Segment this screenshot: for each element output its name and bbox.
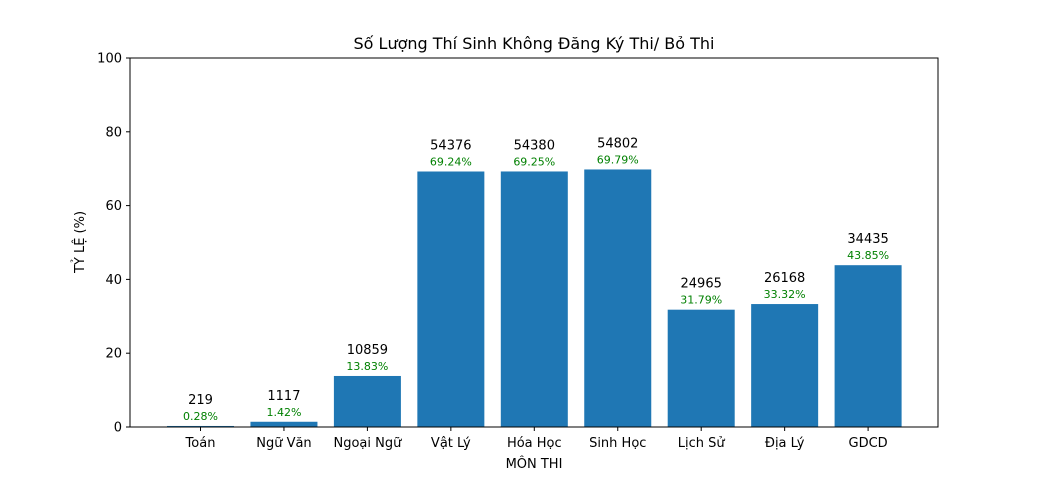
chart-title: Số Lượng Thí Sinh Không Đăng Ký Thi/ Bỏ … [354,34,715,53]
count-label: 54376 [430,139,471,154]
count-label: 24965 [681,277,722,292]
bar-labels-group: 0.28% 219 1.42% 1117 13.83% 10859 69.24% 54376 6… [183,136,889,423]
x-tick-label: Ngoại Ngữ [333,436,402,451]
count-label: 10859 [347,343,388,358]
x-tick-label: Vật Lý [431,436,471,451]
bar-5 [500,171,568,427]
percent-label: 13.83% [346,360,388,373]
bar-8 [751,304,819,427]
count-label: 1117 [267,389,300,404]
bar-2 [250,421,318,427]
bar-3 [333,375,401,427]
x-tick-label: Địa Lý [765,436,805,451]
percent-label: 69.79% [597,153,639,166]
percent-label: 43.85% [847,249,889,262]
x-axis: Toán Ngữ Văn Ngoại Ngữ Vật Lý Hóa Học Sinh Họ… [185,427,888,451]
count-label: 34435 [847,232,888,247]
y-tick-label: 80 [105,125,122,140]
y-axis-label: TỶ LỆ (%) [71,211,88,274]
x-tick-label: Toán [185,436,216,451]
count-label: 54802 [597,136,638,151]
x-tick-label: Ngữ Văn [256,436,311,451]
y-tick-label: 100 [97,52,122,67]
percent-label: 33.32% [764,288,806,301]
percent-label: 69.25% [513,155,555,168]
count-label: 219 [188,393,213,408]
percent-label: 31.79% [680,294,722,307]
x-tick-label: Sinh Học [589,436,646,451]
bar-1 [167,425,234,427]
count-label: 26168 [764,271,805,286]
bars-group [167,169,902,427]
count-label: 54380 [514,138,555,153]
bar-4 [417,171,485,427]
x-axis-label: MÔN THI [506,456,563,472]
y-tick-label: 20 [105,347,122,362]
bar-9 [834,265,902,427]
bar-7 [667,309,735,427]
y-tick-label: 0 [114,421,122,436]
percent-label: 0.28% [183,410,218,423]
y-axis: 0 20 40 60 80 100 [97,52,130,436]
y-tick-label: 40 [105,273,122,288]
x-tick-label: GDCD [849,436,888,451]
bar-6 [584,169,652,427]
percent-label: 1.42% [266,406,301,419]
x-tick-label: Lịch Sử [678,436,726,451]
percent-label: 69.24% [430,156,472,169]
y-tick-label: 60 [105,199,122,214]
x-tick-label: Hóa Học [507,436,562,451]
